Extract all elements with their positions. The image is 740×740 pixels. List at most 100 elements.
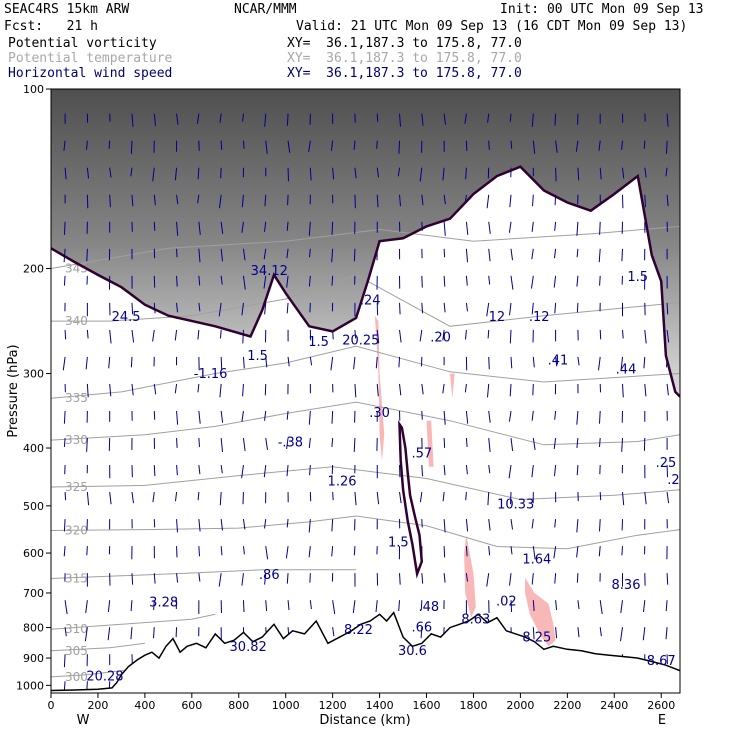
wind-vector bbox=[286, 275, 289, 288]
wind-vector bbox=[376, 492, 380, 505]
wind-vector bbox=[510, 275, 514, 290]
wind-vector bbox=[86, 167, 89, 179]
wind-vector bbox=[644, 194, 646, 208]
wind-vector bbox=[109, 167, 112, 178]
wind-vector bbox=[286, 437, 289, 449]
wind-vector bbox=[577, 600, 580, 610]
x-tick-label: 1800 bbox=[459, 699, 487, 712]
wind-vector bbox=[308, 221, 311, 236]
wind-vector bbox=[353, 356, 356, 370]
wind-vector bbox=[399, 573, 401, 585]
wind-vector bbox=[375, 600, 378, 613]
wind-vector bbox=[665, 167, 668, 177]
wind-vector bbox=[398, 140, 401, 154]
wind-vector bbox=[532, 627, 535, 640]
wind-vector bbox=[554, 221, 557, 231]
wind-vector bbox=[531, 248, 534, 260]
wind-vector bbox=[399, 194, 401, 207]
wind-vector bbox=[621, 437, 623, 452]
wind-vector bbox=[353, 437, 356, 452]
wind-vector bbox=[643, 600, 646, 613]
wind-vector bbox=[130, 600, 133, 612]
wind-vector bbox=[443, 302, 446, 313]
field-theta-name: Potential temperature bbox=[8, 51, 173, 66]
field-pv-xy: XY= 36.1,187.3 to 175.8, 77.0 bbox=[287, 36, 522, 51]
wind-vector bbox=[331, 410, 334, 424]
wind-vector bbox=[442, 329, 445, 341]
wind-vector bbox=[622, 167, 625, 179]
wind-vector bbox=[666, 492, 670, 504]
wind-vector bbox=[399, 383, 402, 396]
wind-vector bbox=[109, 383, 112, 397]
wind-vector bbox=[308, 437, 311, 448]
wind-vector bbox=[220, 410, 224, 423]
wind-vector bbox=[309, 600, 312, 610]
wind-vector bbox=[465, 492, 467, 501]
wind-vector bbox=[332, 627, 335, 637]
wind-vector bbox=[599, 410, 601, 424]
pv-shading bbox=[51, 89, 680, 397]
wind-speed-label: 12 bbox=[489, 310, 506, 325]
wind-speed-label: .20 bbox=[430, 330, 451, 345]
wind-vector bbox=[443, 113, 446, 125]
wind-vector bbox=[218, 573, 222, 587]
wind-vector bbox=[598, 140, 601, 151]
theta-line bbox=[51, 274, 680, 327]
wind-vector bbox=[109, 329, 112, 344]
wind-vector bbox=[196, 113, 200, 124]
wind-vector bbox=[576, 546, 579, 558]
wind-vector bbox=[531, 275, 534, 289]
wind-speed-label: 20.28 bbox=[86, 670, 123, 685]
cloud-region bbox=[450, 373, 455, 399]
wind-vector bbox=[487, 383, 490, 398]
wind-speed-label: .44 bbox=[616, 363, 637, 378]
wind-vector bbox=[198, 437, 200, 447]
wind-vector bbox=[621, 140, 623, 150]
wind-vector bbox=[242, 546, 245, 555]
cloud-region bbox=[464, 535, 476, 618]
y-tick-label: 700 bbox=[23, 587, 44, 600]
wind-vector bbox=[621, 248, 623, 262]
theta-label: 325 bbox=[65, 480, 88, 494]
wind-vector bbox=[421, 113, 424, 126]
wind-vector bbox=[286, 465, 289, 477]
wind-vector bbox=[263, 248, 267, 260]
wind-vector bbox=[242, 356, 245, 369]
wind-vector bbox=[85, 356, 88, 370]
wind-vector bbox=[197, 329, 200, 340]
wind-vector bbox=[242, 383, 244, 397]
wind-vector bbox=[575, 140, 579, 152]
wind-vector bbox=[332, 167, 335, 180]
wind-speed-label: .57 bbox=[411, 447, 432, 462]
wind-vector bbox=[419, 492, 423, 503]
wind-vector bbox=[286, 519, 289, 528]
valid-time: Valid: 21 UTC Mon 09 Sep 13 (16 CDT Mon … bbox=[296, 19, 688, 34]
wind-vector bbox=[576, 275, 579, 287]
theta-line bbox=[51, 345, 680, 399]
wind-vector bbox=[488, 546, 491, 556]
wind-vector bbox=[576, 302, 579, 313]
cloud-region bbox=[525, 577, 556, 647]
wind-speed-label: 1.26 bbox=[328, 474, 357, 489]
wind-vector bbox=[376, 329, 380, 344]
wind-vector bbox=[399, 302, 401, 315]
wind-speed-label: 10.33 bbox=[497, 497, 534, 512]
wind-vector bbox=[554, 410, 557, 420]
x-tick-label: 2400 bbox=[600, 699, 628, 712]
wind-vector bbox=[331, 519, 334, 532]
theta-label: 320 bbox=[65, 524, 88, 538]
x-tick-label: 1200 bbox=[319, 699, 347, 712]
wind-vector bbox=[176, 437, 178, 448]
wind-vector bbox=[131, 302, 134, 315]
wind-vector bbox=[264, 302, 267, 315]
wind-vector bbox=[130, 627, 133, 640]
wind-vector bbox=[219, 113, 222, 123]
wind-vector bbox=[398, 356, 401, 368]
x-tick-label: 600 bbox=[181, 699, 202, 712]
wind-vector bbox=[465, 519, 469, 532]
wind-vector bbox=[64, 329, 67, 340]
wind-speed-label: .48 bbox=[419, 600, 440, 615]
theta-label: 315 bbox=[65, 572, 88, 586]
wind-vector bbox=[420, 600, 423, 611]
